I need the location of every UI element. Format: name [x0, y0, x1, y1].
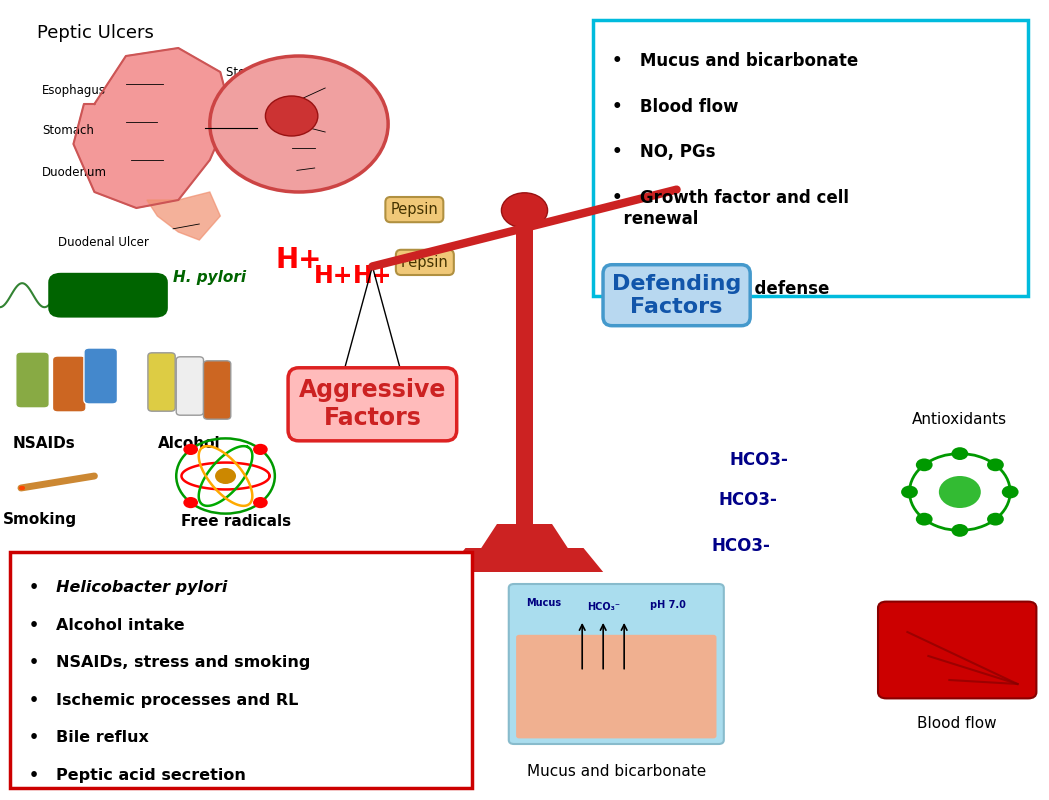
Text: •   Ischemic processes and RL: • Ischemic processes and RL: [29, 693, 299, 708]
Circle shape: [951, 447, 968, 460]
Text: Mucus and bicarbonate: Mucus and bicarbonate: [527, 764, 706, 779]
Text: Duodenal Ulcer: Duodenal Ulcer: [58, 236, 149, 249]
Polygon shape: [446, 548, 603, 572]
Text: H+: H+: [276, 246, 322, 274]
Circle shape: [951, 524, 968, 537]
Text: H. pylori: H. pylori: [173, 270, 247, 285]
Text: •   Helicobacter pylori: • Helicobacter pylori: [29, 580, 228, 595]
Text: •   Alcohol intake: • Alcohol intake: [29, 618, 185, 633]
Text: Duodenum: Duodenum: [42, 166, 107, 178]
Circle shape: [987, 458, 1004, 471]
FancyBboxPatch shape: [84, 348, 117, 404]
Text: •   Antioxidant defense: • Antioxidant defense: [612, 280, 829, 298]
Text: Pepsin: Pepsin: [401, 255, 449, 270]
FancyBboxPatch shape: [516, 635, 716, 738]
Text: HCO3-: HCO3-: [711, 537, 770, 554]
Text: Alcohol: Alcohol: [157, 436, 220, 451]
Text: •   Growth factor and cell
  renewal: • Growth factor and cell renewal: [612, 189, 849, 228]
Text: •   Bile reflux: • Bile reflux: [29, 730, 149, 746]
Circle shape: [253, 444, 267, 455]
Text: H+: H+: [352, 264, 392, 288]
Circle shape: [215, 468, 236, 484]
FancyBboxPatch shape: [10, 552, 472, 788]
Text: Blood flow: Blood flow: [918, 716, 997, 731]
Text: Free radicals: Free radicals: [181, 514, 291, 529]
Text: Antioxidants: Antioxidants: [913, 413, 1007, 427]
Text: Esophagus: Esophagus: [42, 84, 106, 97]
FancyBboxPatch shape: [176, 357, 204, 415]
Text: Defending
Factors: Defending Factors: [612, 274, 742, 317]
Text: •   Blood flow: • Blood flow: [612, 98, 738, 116]
Text: pH 7.0: pH 7.0: [650, 600, 686, 610]
Text: NSAIDs: NSAIDs: [13, 436, 76, 451]
Circle shape: [987, 513, 1004, 526]
Text: HCO3-: HCO3-: [729, 451, 788, 469]
Circle shape: [184, 444, 198, 455]
Text: •   NSAIDs, stress and smoking: • NSAIDs, stress and smoking: [29, 655, 311, 670]
Circle shape: [1002, 486, 1019, 498]
Circle shape: [916, 513, 933, 526]
Text: Mucosa: Mucosa: [297, 176, 341, 189]
Text: Muscle: Muscle: [309, 134, 350, 147]
Polygon shape: [147, 192, 220, 240]
Circle shape: [901, 486, 918, 498]
Circle shape: [265, 96, 318, 136]
Text: HCO3-: HCO3-: [719, 491, 777, 509]
Text: Peptic Ulcers: Peptic Ulcers: [37, 24, 153, 42]
Circle shape: [210, 56, 388, 192]
FancyBboxPatch shape: [593, 20, 1028, 296]
FancyBboxPatch shape: [509, 584, 724, 744]
Circle shape: [501, 193, 548, 228]
Circle shape: [916, 458, 933, 471]
Text: Submucosa: Submucosa: [292, 155, 360, 168]
FancyBboxPatch shape: [148, 353, 175, 411]
FancyBboxPatch shape: [48, 273, 168, 318]
Circle shape: [184, 497, 198, 508]
FancyBboxPatch shape: [16, 352, 49, 408]
Text: Mucus: Mucus: [527, 598, 561, 608]
Text: Stomach: Stomach: [42, 124, 93, 137]
Text: Smoking: Smoking: [3, 512, 77, 527]
FancyBboxPatch shape: [52, 356, 86, 412]
FancyBboxPatch shape: [204, 361, 231, 419]
Polygon shape: [73, 48, 231, 208]
FancyBboxPatch shape: [878, 602, 1036, 698]
Text: •   Peptic acid secretion: • Peptic acid secretion: [29, 768, 247, 783]
Polygon shape: [481, 524, 568, 548]
Circle shape: [939, 476, 981, 508]
Text: Aggressive
Factors: Aggressive Factors: [299, 378, 446, 430]
Text: H+: H+: [314, 264, 354, 288]
Text: Stomach Ulcer: Stomach Ulcer: [226, 66, 312, 78]
Text: Pepsin: Pepsin: [390, 202, 438, 217]
Text: HCO₃⁻: HCO₃⁻: [587, 602, 620, 613]
Text: •   NO, PGs: • NO, PGs: [612, 143, 715, 162]
Text: •   Mucus and bicarbonate: • Mucus and bicarbonate: [612, 52, 858, 70]
Circle shape: [253, 497, 267, 508]
Polygon shape: [516, 228, 533, 524]
